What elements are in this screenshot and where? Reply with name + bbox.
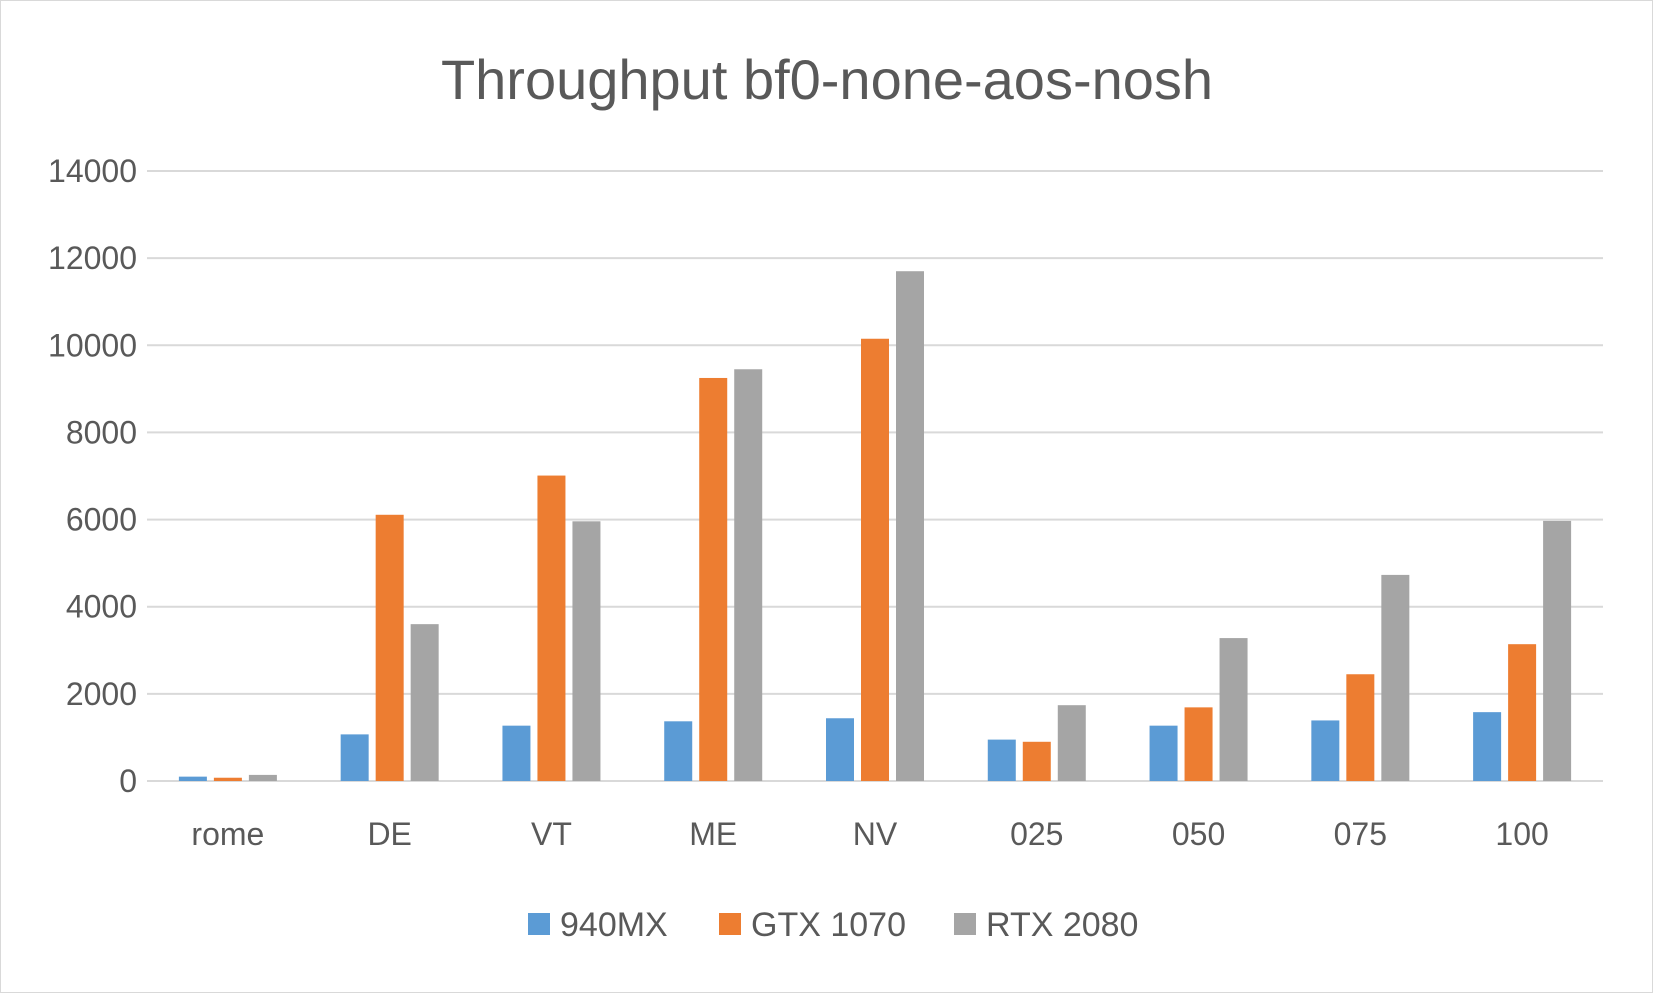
- bar-940mx-me: [664, 721, 693, 781]
- x-tick-label: 050: [1172, 816, 1225, 852]
- y-tick-label: 4000: [66, 589, 137, 625]
- bar-940mx-rome: [178, 776, 207, 781]
- legend-swatch-gtx-1070: [719, 913, 741, 935]
- bar-rtx-2080-075: [1381, 574, 1410, 781]
- bar-rtx-2080-025: [1057, 705, 1086, 781]
- bar-gtx-1070-025: [1022, 741, 1051, 781]
- bar-rtx-2080-me: [734, 369, 763, 781]
- x-tick-label: 025: [1010, 816, 1063, 852]
- y-axis-ticks: 0 2000 4000 6000 8000 10000 12000 14000: [48, 153, 137, 799]
- bar-940mx-050: [1149, 725, 1178, 781]
- bar-940mx-nv: [826, 718, 854, 781]
- x-tick-label: VT: [531, 816, 572, 852]
- bar-gtx-1070-050: [1184, 707, 1213, 781]
- bar-rtx-2080-nv: [896, 271, 924, 781]
- bar-rtx-2080-100: [1543, 520, 1572, 781]
- bar-rtx-2080-050: [1219, 638, 1248, 781]
- y-tick-label: 0: [119, 763, 137, 799]
- x-tick-label: 075: [1334, 816, 1387, 852]
- bar-940mx-100: [1473, 712, 1502, 781]
- bar-rtx-2080-vt: [572, 521, 601, 781]
- bar-gtx-1070-vt: [537, 475, 566, 781]
- y-tick-label: 12000: [48, 240, 137, 276]
- y-tick-label: 6000: [66, 502, 137, 538]
- legend: 940MX GTX 1070 RTX 2080: [528, 906, 1138, 944]
- bar-gtx-1070-de: [375, 514, 404, 781]
- y-tick-label: 8000: [66, 414, 137, 450]
- bar-940mx-de: [340, 734, 369, 781]
- bar-gtx-1070-rome: [213, 777, 242, 781]
- bar-rtx-2080-de: [410, 624, 439, 781]
- y-tick-label: 2000: [66, 676, 137, 712]
- x-axis-ticks: rome DE VT ME NV 025 050 075 100: [191, 816, 1548, 852]
- bars: [178, 271, 1572, 781]
- legend-swatch-940mx: [528, 913, 550, 935]
- legend-swatch-rtx-2080: [954, 913, 976, 935]
- x-tick-label: NV: [853, 816, 898, 852]
- bar-rtx-2080-rome: [248, 774, 277, 781]
- chart-title: Throughput bf0-none-aos-nosh: [441, 48, 1213, 111]
- legend-label: 940MX: [560, 906, 668, 944]
- bar-gtx-1070-100: [1508, 644, 1537, 781]
- bar-gtx-1070-me: [699, 377, 728, 781]
- y-tick-label: 10000: [48, 327, 137, 363]
- x-tick-label: ME: [689, 816, 737, 852]
- x-tick-label: rome: [191, 816, 264, 852]
- x-tick-label: DE: [367, 816, 411, 852]
- legend-label: GTX 1070: [751, 906, 906, 944]
- legend-label: RTX 2080: [986, 906, 1138, 944]
- bar-gtx-1070-nv: [861, 338, 889, 781]
- bar-940mx-075: [1311, 720, 1340, 781]
- x-tick-label: 100: [1495, 816, 1548, 852]
- bar-940mx-025: [987, 739, 1016, 781]
- y-tick-label: 14000: [48, 153, 137, 189]
- bar-gtx-1070-075: [1346, 674, 1375, 781]
- bar-940mx-vt: [502, 725, 531, 781]
